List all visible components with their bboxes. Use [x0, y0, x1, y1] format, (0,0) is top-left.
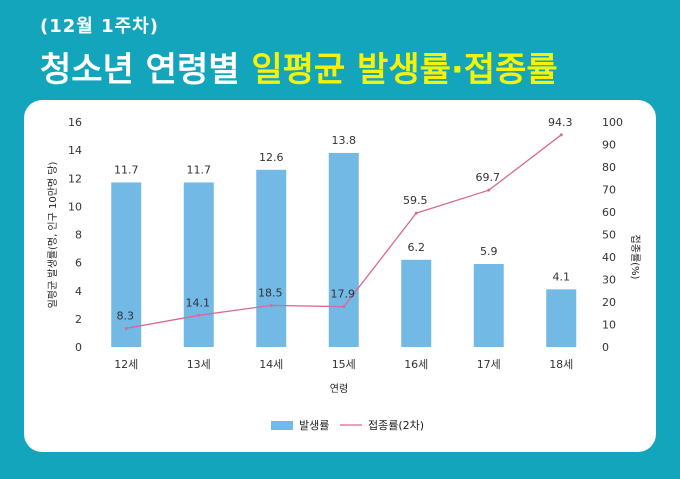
- title-highlight: 일평균 발생률·접종률: [251, 50, 558, 90]
- y-tick-label: 6: [75, 257, 82, 270]
- line-data-label: 94.3: [548, 116, 573, 129]
- y2-tick-label: 90: [602, 139, 616, 152]
- bar-data-label: 13.8: [332, 134, 357, 147]
- title-white: 청소년 연령별: [40, 50, 240, 90]
- bar: [546, 289, 577, 347]
- y-tick-label: 12: [68, 172, 82, 185]
- x-axis-label: 연령: [330, 383, 348, 395]
- y-tick-label: 16: [68, 116, 82, 129]
- bar: [256, 169, 287, 347]
- legend-line-label: 접종률(2차): [368, 419, 424, 432]
- y-tick-label: 8: [75, 229, 82, 242]
- bar: [473, 264, 504, 347]
- y-axis-label: 일평균 발생률(명, 인구 10만명 당): [47, 161, 59, 308]
- line-point: [559, 133, 563, 137]
- y-tick-label: 2: [75, 313, 82, 326]
- bar-data-label: 5.9: [480, 245, 498, 258]
- line-data-label: 18.5: [258, 286, 283, 299]
- legend-bar-label: 발생률: [299, 419, 329, 432]
- y-tick-label: 4: [75, 285, 82, 298]
- subtitle: (12월 1주차): [40, 16, 159, 37]
- y2-tick-label: 70: [602, 184, 616, 197]
- y2-tick-label: 10: [602, 319, 616, 332]
- bar: [401, 259, 432, 347]
- x-tick-label: 12세: [114, 358, 138, 371]
- bar-data-label: 4.1: [553, 270, 571, 283]
- y2-tick-label: 20: [602, 296, 616, 309]
- bar: [328, 152, 359, 347]
- x-tick-label: 17세: [477, 358, 501, 371]
- x-tick-label: 15세: [332, 358, 356, 371]
- line-data-label: 14.1: [186, 296, 211, 309]
- y2-tick-label: 50: [602, 229, 616, 242]
- line-point: [414, 211, 418, 215]
- line-point: [487, 188, 491, 192]
- line-data-label: 17.9: [331, 288, 356, 301]
- legend: 발생률 접종률(2차): [271, 419, 424, 432]
- y2-tick-label: 30: [602, 274, 616, 287]
- x-tick-label: 16세: [404, 358, 428, 371]
- bar-data-label: 11.7: [187, 163, 212, 176]
- bar-data-label: 12.6: [259, 151, 284, 164]
- x-tick-label: 13세: [187, 358, 211, 371]
- line-point: [124, 326, 128, 330]
- y-tick-label: 14: [68, 144, 82, 157]
- y2-tick-label: 80: [602, 161, 616, 174]
- y2-tick-label: 100: [602, 116, 623, 129]
- line-data-label: 8.3: [117, 309, 135, 322]
- y2-axis-label: 접종률(%): [629, 235, 641, 280]
- line-point: [197, 313, 201, 317]
- line-data-label: 69.7: [476, 171, 501, 184]
- bar-data-label: 11.7: [114, 163, 139, 176]
- page-title: 청소년 연령별 일평균 발생률·접종률: [40, 42, 558, 91]
- bar-data-label: 6.2: [408, 241, 426, 254]
- bar: [183, 182, 214, 347]
- line-data-label: 59.5: [403, 194, 428, 207]
- y2-tick-label: 60: [602, 206, 616, 219]
- y-tick-label: 10: [68, 200, 82, 213]
- y2-tick-label: 0: [602, 341, 609, 354]
- legend-bar-swatch: [271, 421, 293, 430]
- x-tick-label: 18세: [549, 358, 573, 371]
- bar: [111, 182, 142, 347]
- x-tick-label: 14세: [259, 358, 283, 371]
- y-tick-label: 0: [75, 341, 82, 354]
- line-point: [269, 303, 273, 307]
- line-point: [342, 305, 346, 309]
- y2-tick-label: 40: [602, 251, 616, 264]
